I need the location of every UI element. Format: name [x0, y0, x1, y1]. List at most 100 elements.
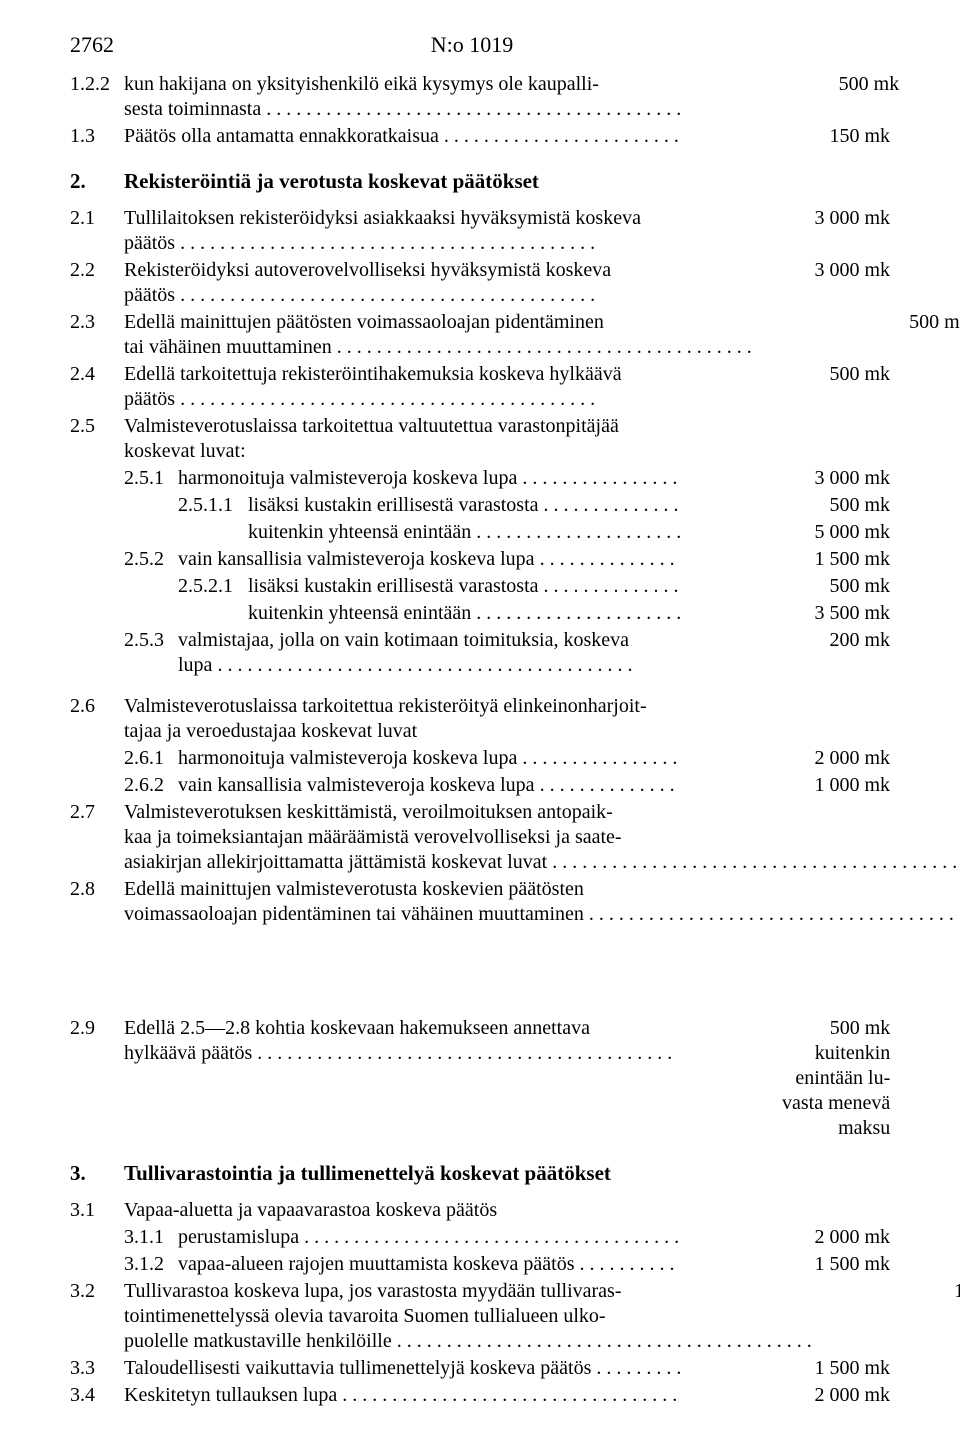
- item-amount: 200 mk: [680, 628, 890, 653]
- item-3-1-1: 3.1.1 perustamislupa 2 000 mk: [70, 1225, 890, 1250]
- page: 2762 N:o 1019 1.2.2 kun hakijana on yksi…: [0, 0, 960, 1450]
- item-2-8: 2.8 Edellä mainittujen valmisteverotusta…: [70, 877, 890, 1002]
- item-3-1-2: 3.1.2 vapaa-alueen rajojen muuttamista k…: [70, 1252, 890, 1277]
- item-number: 2.1: [70, 206, 124, 231]
- item-text: Rekisteröidyksi autoverovelvolliseksi hy…: [124, 258, 680, 308]
- item-2-5: 2.5 Valmisteverotuslaissa tarkoitettua v…: [70, 414, 890, 464]
- item-text: Keskitetyn tullauksen lupa: [124, 1383, 680, 1408]
- item-amount: 3 500 mk: [680, 601, 890, 626]
- item-text: harmonoituja valmisteveroja koskeva lupa: [178, 466, 680, 491]
- item-text: kun hakijana on yksityishenkilö eikä kys…: [124, 72, 689, 122]
- item-2-5-2-1: 2.5.2.1 lisäksi kustakin erillisestä var…: [70, 574, 890, 599]
- item-number: 2.4: [70, 362, 124, 387]
- item-1-2-2: 1.2.2 kun hakijana on yksityishenkilö ei…: [70, 72, 890, 122]
- item-amount: 1 500 mk: [680, 1356, 890, 1381]
- item-2-5-1-1: 2.5.1.1 lisäksi kustakin erillisestä var…: [70, 493, 890, 518]
- item-number: 2.8: [70, 877, 124, 902]
- item-number: 2.5.2.1: [178, 574, 248, 599]
- item-number: 2.5.1.1: [178, 493, 248, 518]
- item-amount: 3 000 mk: [680, 206, 890, 231]
- item-number: 3.1.2: [124, 1252, 178, 1277]
- item-2-4: 2.4 Edellä tarkoitettuja rekisteröintiha…: [70, 362, 890, 412]
- item-amount: 2 000 mk: [680, 1383, 890, 1408]
- section-heading: Tullivarastointia ja tullimenettelyä kos…: [124, 1161, 611, 1186]
- item-amount: 3 000 mk: [680, 466, 890, 491]
- item-text: vain kansallisia valmisteveroja koskeva …: [178, 547, 680, 572]
- section-number: 2.: [70, 169, 124, 194]
- page-number: 2762: [70, 32, 114, 58]
- item-number: 2.6.1: [124, 746, 178, 771]
- item-text: Edellä 2.5—2.8 kohtia koskevaan hakemuks…: [124, 1016, 680, 1066]
- item-amount: 1 500 mk: [680, 1252, 890, 1277]
- item-text: Päätös olla antamatta ennakkoratkaisua: [124, 124, 680, 149]
- item-number: 2.2: [70, 258, 124, 283]
- item-text: valmistajaa, jolla on vain kotimaan toim…: [178, 628, 680, 678]
- item-number: 2.7: [70, 800, 124, 825]
- item-text: Taloudellisesti vaikuttavia tullimenette…: [124, 1356, 680, 1381]
- item-text: Tullilaitoksen rekisteröidyksi asiakkaak…: [124, 206, 680, 256]
- item-text: kuitenkin yhteensä enintään: [248, 520, 680, 545]
- item-number: 2.5.1: [124, 466, 178, 491]
- item-text: Valmisteverotuslaissa tarkoitettua rekis…: [124, 694, 680, 744]
- item-number: 2.5.2: [124, 547, 178, 572]
- item-1-3: 1.3 Päätös olla antamatta ennakkoratkais…: [70, 124, 890, 149]
- item-2-5-2-1-extra: kuitenkin yhteensä enintään 3 500 mk: [70, 601, 890, 626]
- item-number: 3.2: [70, 1279, 124, 1304]
- item-amount: 5 000 mk: [680, 520, 890, 545]
- item-3-4: 3.4 Keskitetyn tullauksen lupa 2 000 mk: [70, 1383, 890, 1408]
- item-amount: 500 mk kuitenkin enintään lu- vasta mene…: [680, 1016, 890, 1141]
- item-text: Edellä mainittujen päätösten voimassaolo…: [124, 310, 760, 360]
- item-number: 3.1: [70, 1198, 124, 1223]
- item-text: Valmisteverotuslaissa tarkoitettua valtu…: [124, 414, 680, 464]
- item-3-3: 3.3 Taloudellisesti vaikuttavia tullimen…: [70, 1356, 890, 1381]
- item-text: vain kansallisia valmisteveroja koskeva …: [178, 773, 680, 798]
- section-2-title: 2. Rekisteröintiä ja verotusta koskevat …: [70, 169, 890, 194]
- item-number: 1.3: [70, 124, 124, 149]
- item-2-6: 2.6 Valmisteverotuslaissa tarkoitettua r…: [70, 694, 890, 744]
- item-number: 2.3: [70, 310, 124, 335]
- item-number: 2.9: [70, 1016, 124, 1041]
- item-2-3: 2.3 Edellä mainittujen päätösten voimass…: [70, 310, 890, 360]
- item-2-2: 2.2 Rekisteröidyksi autoverovelvolliseks…: [70, 258, 890, 308]
- item-amount: 3 000 mk: [680, 258, 890, 283]
- item-number: 3.4: [70, 1383, 124, 1408]
- item-number: 3.3: [70, 1356, 124, 1381]
- item-text: Vapaa-aluetta ja vapaavarastoa koskeva p…: [124, 1198, 680, 1223]
- item-2-6-2: 2.6.2 vain kansallisia valmisteveroja ko…: [70, 773, 890, 798]
- item-number: 1.2.2: [70, 72, 124, 97]
- item-text: harmonoituja valmisteveroja koskeva lupa: [178, 746, 680, 771]
- item-2-6-1: 2.6.1 harmonoituja valmisteveroja koskev…: [70, 746, 890, 771]
- item-amount: 2 000 mk: [680, 1225, 890, 1250]
- item-text: Valmisteverotuksen keskittämistä, veroil…: [124, 800, 960, 875]
- item-2-5-1-1-extra: kuitenkin yhteensä enintään 5 000 mk: [70, 520, 890, 545]
- item-amount: 1 000 mk: [680, 773, 890, 798]
- item-text: perustamislupa: [178, 1225, 680, 1250]
- item-2-5-2: 2.5.2 vain kansallisia valmisteveroja ko…: [70, 547, 890, 572]
- item-text: Edellä mainittujen valmisteverotusta kos…: [124, 877, 960, 927]
- item-amount: 500 mk: [760, 310, 960, 335]
- item-2-5-3: 2.5.3 valmistajaa, jolla on vain kotimaa…: [70, 628, 890, 678]
- item-amount: 2 000 mk: [680, 746, 890, 771]
- document-number: N:o 1019: [114, 32, 830, 58]
- item-number: 3.1.1: [124, 1225, 178, 1250]
- item-text: lisäksi kustakin erillisestä varastosta: [248, 493, 680, 518]
- item-2-7: 2.7 Valmisteverotuksen keskittämistä, ve…: [70, 800, 890, 875]
- item-amount: 150 mk: [680, 124, 890, 149]
- item-text: Edellä tarkoitettuja rekisteröintihakemu…: [124, 362, 680, 412]
- page-header: 2762 N:o 1019: [70, 32, 890, 58]
- item-number: 2.5.3: [124, 628, 178, 653]
- item-amount: 500 mk: [680, 574, 890, 599]
- item-amount: 500 mk: [689, 72, 899, 97]
- item-text: kuitenkin yhteensä enintään: [248, 601, 680, 626]
- item-3-2: 3.2 Tullivarastoa koskeva lupa, jos vara…: [70, 1279, 890, 1354]
- item-text: Tullivarastoa koskeva lupa, jos varastos…: [124, 1279, 820, 1354]
- item-2-5-1: 2.5.1 harmonoituja valmisteveroja koskev…: [70, 466, 890, 491]
- section-heading: Rekisteröintiä ja verotusta koskevat pää…: [124, 169, 539, 194]
- item-amount: 1 500 mk: [820, 1279, 960, 1304]
- item-3-1: 3.1 Vapaa-aluetta ja vapaavarastoa koske…: [70, 1198, 890, 1223]
- item-text: vapaa-alueen rajojen muuttamista koskeva…: [178, 1252, 680, 1277]
- item-number: 2.6: [70, 694, 124, 719]
- item-amount: 500 mk: [680, 493, 890, 518]
- item-2-9: 2.9 Edellä 2.5—2.8 kohtia koskevaan hake…: [70, 1016, 890, 1141]
- item-number: 2.5: [70, 414, 124, 439]
